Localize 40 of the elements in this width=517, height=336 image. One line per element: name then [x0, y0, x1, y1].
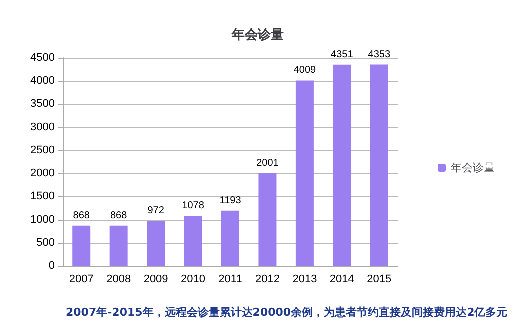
- data-label: 868: [110, 210, 128, 222]
- data-label: 972: [148, 206, 165, 217]
- x-tick-label: 2013: [292, 274, 318, 286]
- y-tick-label: 2000: [30, 168, 55, 180]
- x-tick-label: 2012: [255, 274, 280, 286]
- data-label: 1078: [182, 200, 205, 212]
- bar: [72, 226, 91, 266]
- data-label: 4353: [368, 49, 391, 60]
- text: 2007年-2015年，远程会诊量累计达20000余例，为患者节约直接及间接费用达2亿多元: [66, 306, 508, 319]
- x-tick-label: 2007: [69, 274, 94, 286]
- chart-title: 年会诊量: [231, 28, 284, 43]
- y-tick-label: 500: [36, 236, 55, 249]
- legend-label: 年会诊量: [451, 162, 495, 174]
- y-tick-label: 4500: [30, 52, 55, 64]
- bar: [222, 210, 240, 266]
- x-tick-label: 2009: [144, 274, 168, 286]
- y-tick-label: 1500: [30, 190, 55, 203]
- data-label: 1193: [220, 195, 242, 206]
- bar: [296, 80, 314, 266]
- data-label: 4351: [331, 49, 354, 60]
- data-label: 2001: [256, 158, 280, 170]
- bar: [110, 226, 128, 266]
- data-label: 4009: [294, 65, 317, 76]
- bar: [147, 221, 166, 266]
- y-tick-label: 4000: [30, 75, 55, 88]
- bar: [184, 216, 202, 266]
- x-tick-label: 2015: [367, 274, 392, 286]
- bar: [258, 174, 277, 266]
- x-tick-label: 2010: [181, 274, 206, 286]
- x-tick-label: 2014: [330, 274, 354, 286]
- x-tick-label: 2011: [218, 274, 242, 286]
- x-tick-label: 2008: [106, 274, 132, 286]
- y-tick-label: 0: [48, 260, 55, 272]
- data-label: 868: [73, 210, 90, 222]
- y-tick-label: 3000: [30, 121, 55, 134]
- bar: [333, 64, 352, 266]
- bar: [370, 64, 388, 266]
- y-tick-label: 1000: [30, 214, 55, 226]
- y-tick-label: 2500: [30, 144, 55, 156]
- y-tick-label: 3500: [30, 98, 55, 110]
